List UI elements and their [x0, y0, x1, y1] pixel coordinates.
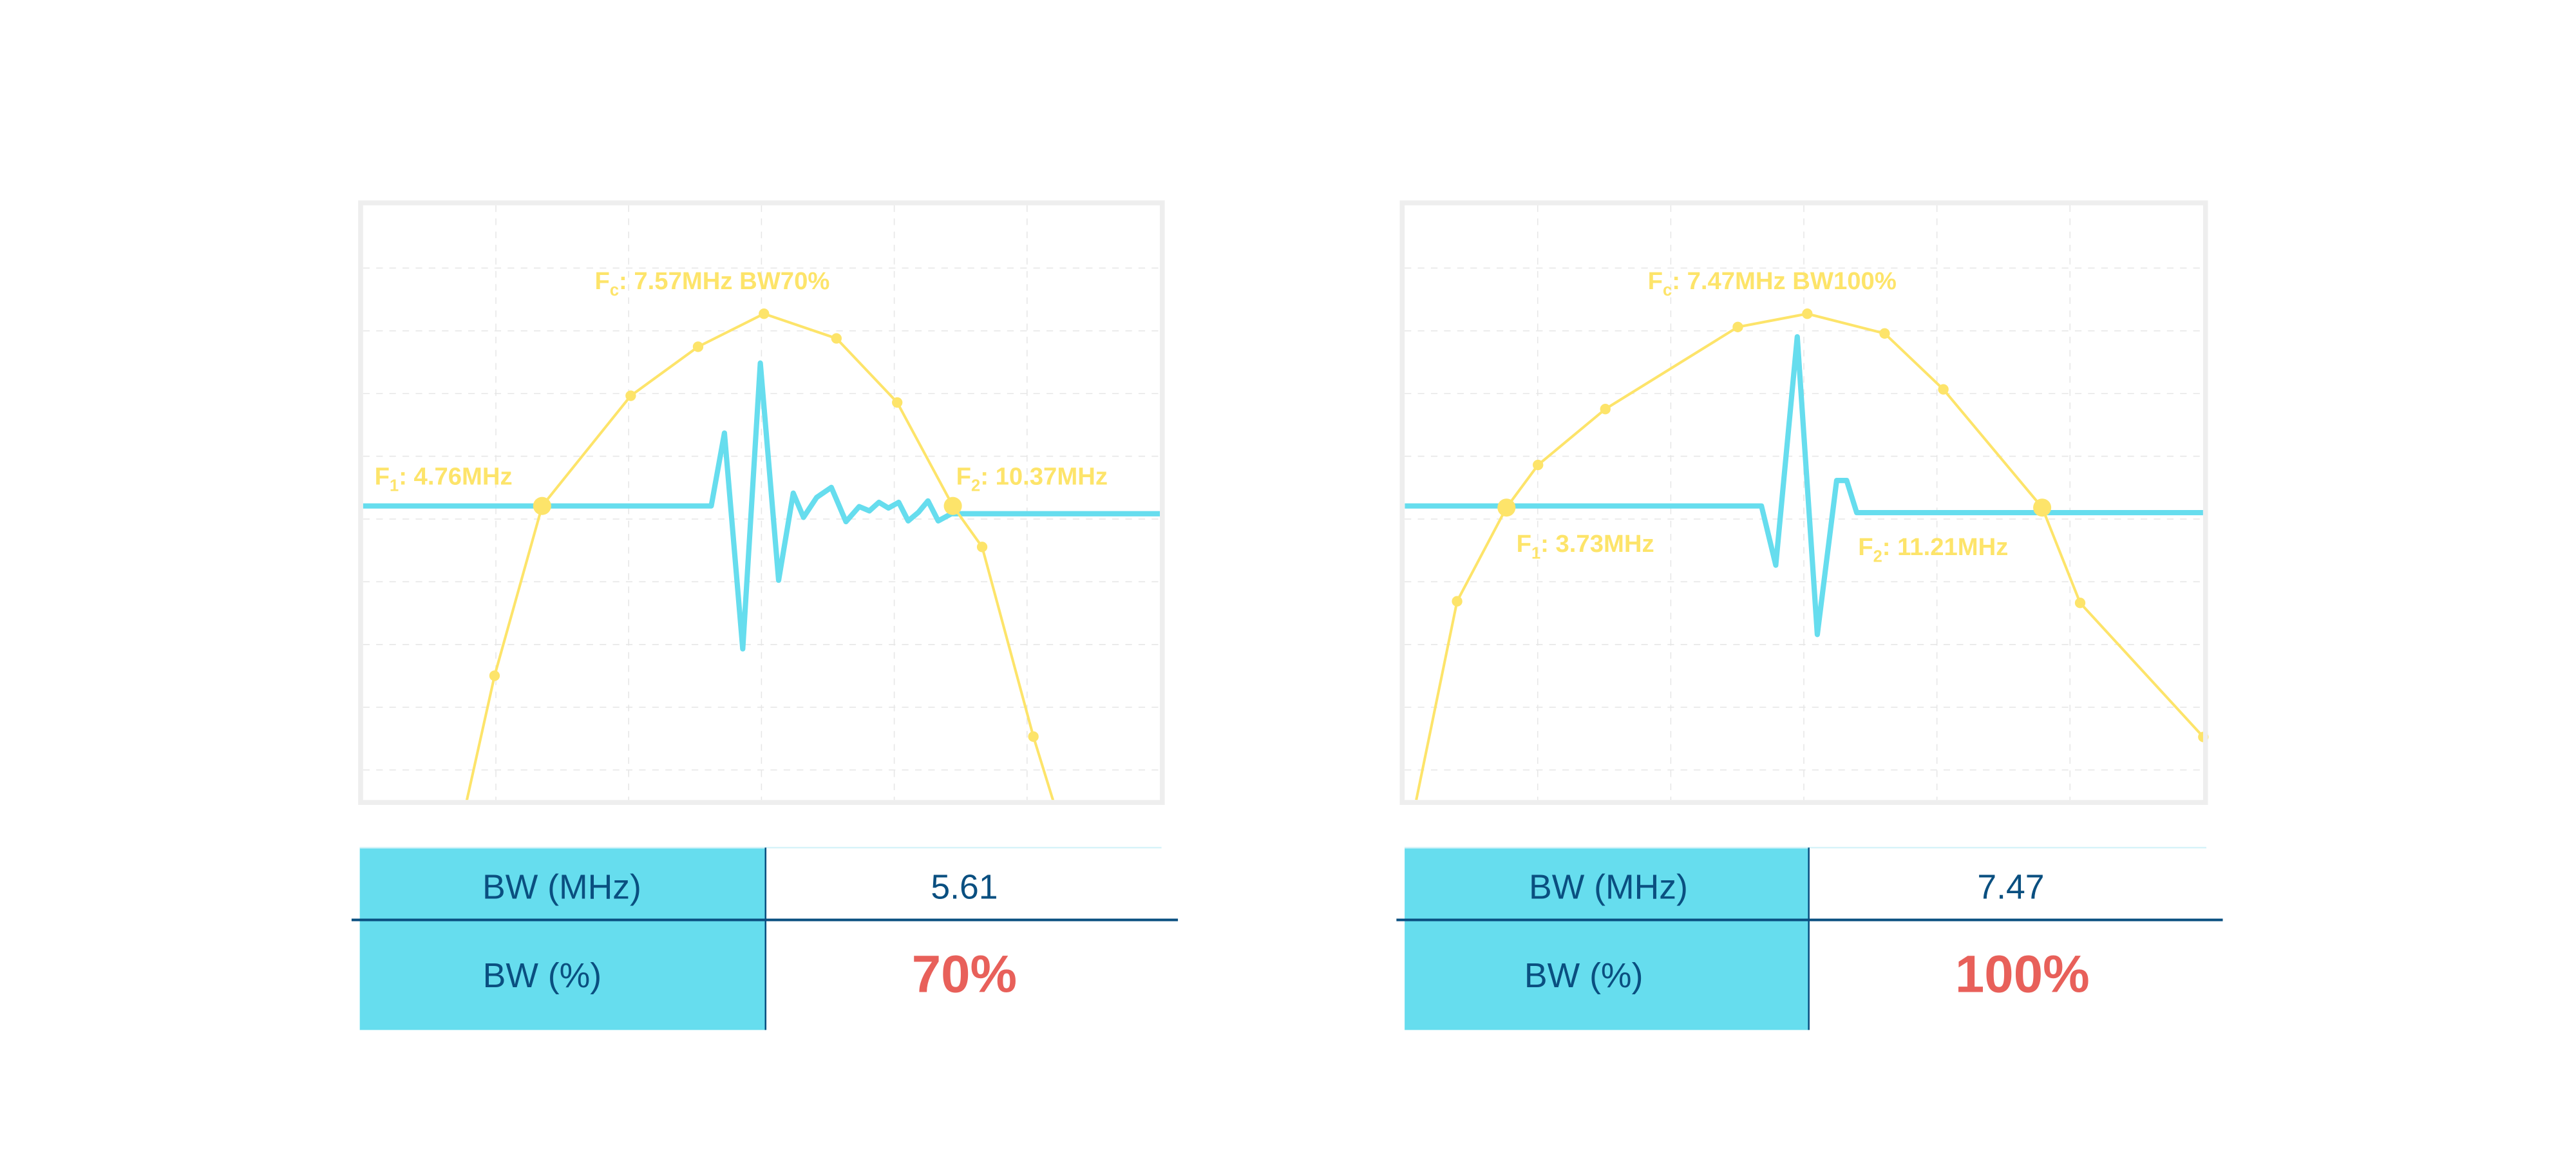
plot-area [358, 200, 1165, 805]
f2-annotation: F2: 10.37MHz [956, 463, 1108, 495]
cutoff-point-marker [1497, 498, 1516, 517]
data-point-marker [1028, 731, 1039, 742]
table-label-column [359, 847, 766, 1030]
cutoff-point-marker [533, 497, 551, 515]
f1-annotation: F1: 4.76MHz [375, 463, 513, 495]
bandwidth-table: BW (MHz) 5.61 BW (%) 70% [351, 846, 1179, 1030]
chart-panel-100: Fc: 7.47MHz BW100% F1: 3.73MHz F2: 11.21… [1396, 200, 2223, 1030]
data-point-marker [976, 542, 988, 553]
data-point-marker [489, 670, 500, 681]
data-point-marker [831, 333, 842, 344]
data-point-marker [2074, 598, 2086, 609]
bw-percent-label: BW (%) [483, 957, 601, 995]
bw-mhz-label: BW (MHz) [482, 868, 641, 906]
bandwidth-table: BW (MHz) 7.47 BW (%) 100% [1396, 846, 2223, 1030]
bw-mhz-value: 5.61 [931, 868, 998, 906]
plot-frame [1399, 200, 2208, 805]
bw-mhz-label: BW (MHz) [1529, 868, 1688, 906]
bw-percent-value: 70% [912, 945, 1017, 1004]
bw-mhz-value: 7.47 [1977, 868, 2044, 906]
bw-percent-value: 100% [1955, 945, 2090, 1004]
data-point-marker [1879, 328, 1890, 339]
series-layer [1405, 312, 2203, 800]
plot-frame [358, 200, 1165, 805]
data-point-marker [1802, 308, 1813, 319]
data-point-marker [759, 308, 770, 319]
fc-annotation: Fc: 7.57MHz BW70% [594, 267, 829, 299]
frequency-response-line [1415, 312, 2203, 800]
plot-area [1399, 200, 2209, 805]
pulse-waveform-line [1405, 334, 2203, 638]
cutoff-point-marker [2033, 498, 2052, 517]
data-point-marker [1732, 321, 1743, 332]
data-point-marker [625, 390, 636, 401]
table-label-column [1405, 847, 1809, 1030]
cutoff-point-marker [943, 497, 962, 515]
series-layer [363, 312, 1160, 800]
pulse-waveform-line [363, 360, 1160, 652]
f1-annotation: F1: 3.73MHz [1517, 530, 1654, 562]
data-point-marker [1600, 404, 1611, 415]
bw-percent-label: BW (%) [1524, 957, 1643, 995]
data-point-marker [1533, 459, 1544, 471]
data-point-marker [1938, 384, 1949, 395]
data-point-marker [1452, 596, 1463, 607]
data-point-marker [692, 341, 704, 352]
chart-panel-70: Fc: 7.57MHz BW70% F1: 4.76MHz F2: 10.37M… [351, 200, 1179, 1030]
data-point-marker [892, 397, 903, 408]
f2-annotation: F2: 11.21MHz [1858, 533, 2008, 565]
fc-annotation: Fc: 7.47MHz BW100% [1648, 267, 1897, 299]
frequency-response-line [465, 312, 1055, 800]
